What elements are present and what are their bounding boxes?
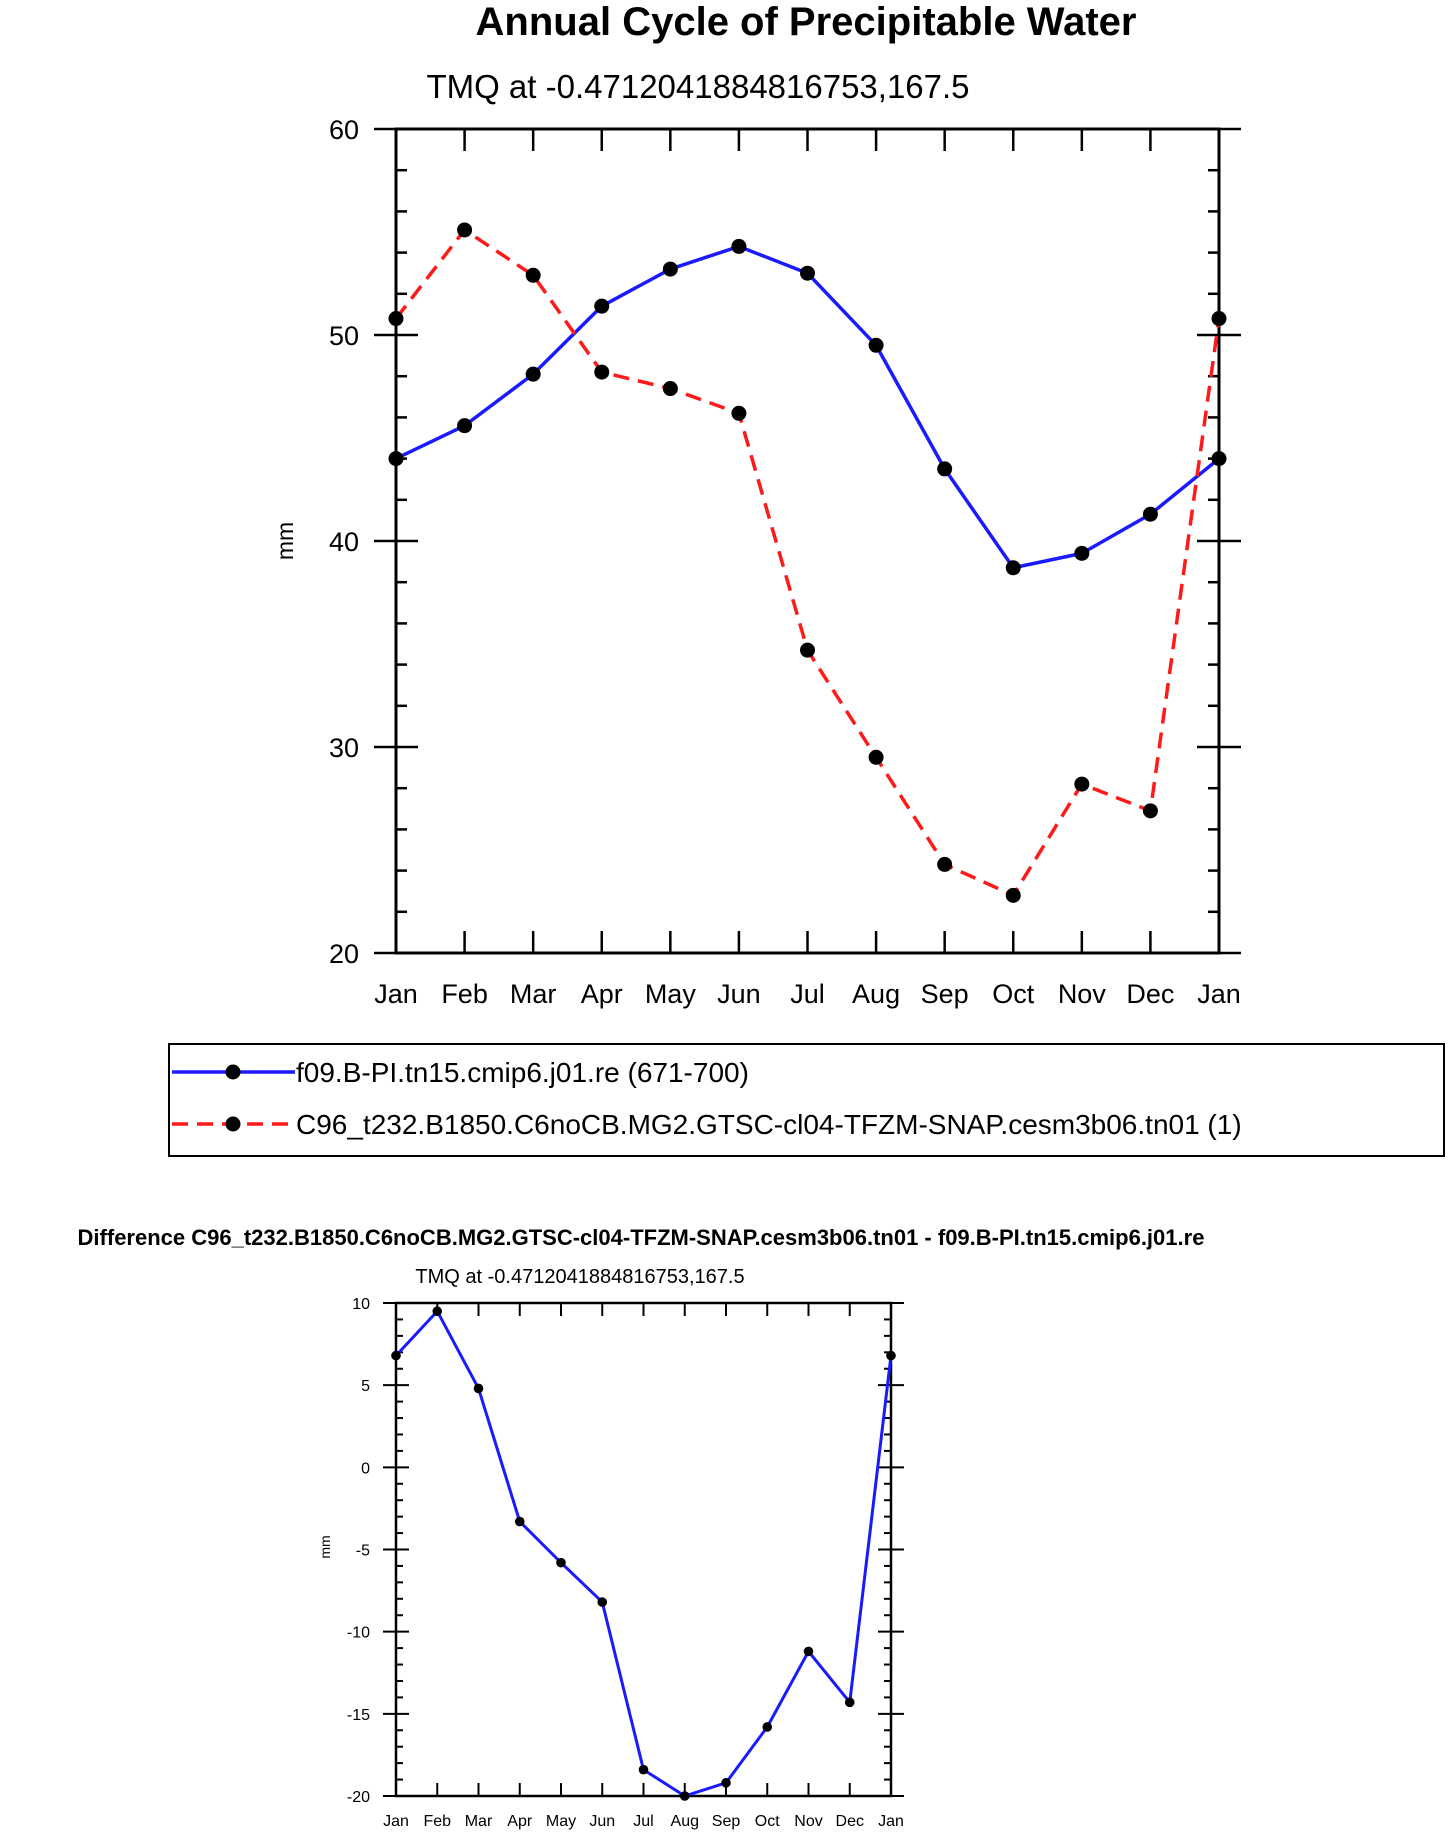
x-tick-label: Feb bbox=[423, 1813, 451, 1830]
y-tick-label: 40 bbox=[329, 527, 359, 557]
y-tick-label: 0 bbox=[361, 1460, 370, 1477]
data-point bbox=[473, 1383, 484, 1394]
x-tick-label: Dec bbox=[1126, 979, 1174, 1009]
chart-subtitle: TMQ at -0.4712041884816753,167.5 bbox=[426, 68, 969, 105]
data-point bbox=[679, 1791, 690, 1801]
x-tick-label: Mar bbox=[465, 1813, 493, 1830]
data-point bbox=[803, 1646, 814, 1657]
x-tick-label: Jun bbox=[717, 979, 761, 1009]
data-point bbox=[1211, 311, 1227, 327]
data-point bbox=[800, 265, 815, 281]
y-tick-label: 60 bbox=[329, 115, 359, 145]
data-point bbox=[525, 366, 541, 382]
data-point bbox=[514, 1516, 525, 1527]
x-tick-label: Jan bbox=[383, 1813, 409, 1830]
y-tick-label: -20 bbox=[347, 1789, 370, 1806]
diff-chart-subtitle: TMQ at -0.4712041884816753,167.5 bbox=[415, 1266, 744, 1288]
x-tick-label: Sep bbox=[712, 1813, 741, 1830]
series-line-0 bbox=[395, 244, 1221, 570]
diff-plot-area: Jan Feb Mar Apr May Jun Jul Aug Sep Oct Nov Dec Jan-… bbox=[347, 1296, 904, 1830]
data-point bbox=[868, 749, 884, 765]
data-point bbox=[731, 405, 747, 421]
data-point bbox=[525, 267, 541, 283]
x-tick-label: Dec bbox=[836, 1813, 864, 1830]
data-point bbox=[1211, 451, 1227, 467]
data-point bbox=[1142, 506, 1158, 522]
legend-label: f09.B-PI.tn15.cmip6.j01.re (671-700) bbox=[296, 1057, 749, 1088]
legend-label: C96_t232.B1850.C6noCB.MG2.GTSC-cl04-TFZM… bbox=[296, 1109, 1242, 1140]
data-point bbox=[800, 642, 815, 658]
data-point bbox=[388, 451, 404, 467]
y-tick-label: -10 bbox=[347, 1625, 370, 1642]
y-tick-label: 10 bbox=[352, 1296, 370, 1313]
diff-chart-title: Difference C96_t232.B1850.C6noCB.MG2.GTS… bbox=[78, 1225, 1205, 1250]
data-point bbox=[1005, 887, 1021, 903]
data-point bbox=[731, 238, 747, 254]
y-tick-label: 50 bbox=[329, 321, 359, 351]
data-point bbox=[638, 1764, 649, 1775]
data-point bbox=[594, 364, 610, 380]
x-tick-label: May bbox=[546, 1813, 576, 1830]
plot-frame bbox=[394, 1301, 893, 1798]
data-point bbox=[868, 337, 884, 353]
x-tick-label: Mar bbox=[510, 979, 557, 1009]
legend-entry-red: C96_t232.B1850.C6noCB.MG2.GTSC-cl04-TFZM… bbox=[172, 1109, 1242, 1140]
data-point bbox=[844, 1697, 855, 1708]
data-point bbox=[391, 1350, 401, 1361]
series-line-0 bbox=[394, 1309, 893, 1798]
legend: f09.B-PI.tn15.cmip6.j01.re (671-700) C96… bbox=[168, 1043, 1445, 1157]
data-point bbox=[594, 298, 610, 314]
x-tick-label: Jan bbox=[1197, 979, 1241, 1009]
data-point bbox=[457, 222, 473, 238]
x-tick-label: Nov bbox=[794, 1813, 822, 1830]
data-point bbox=[457, 418, 473, 434]
x-tick-label: Jul bbox=[633, 1813, 653, 1830]
y-tick-label: 30 bbox=[329, 733, 359, 763]
data-point bbox=[762, 1722, 773, 1732]
data-point bbox=[886, 1350, 896, 1361]
x-tick-label: Jul bbox=[790, 979, 825, 1009]
data-point bbox=[1074, 776, 1090, 792]
legend-swatch-marker bbox=[225, 1116, 241, 1132]
chart-title: Annual Cycle of Precipitable Water bbox=[476, 0, 1137, 44]
data-point bbox=[597, 1597, 608, 1607]
y-tick-label: 20 bbox=[329, 939, 359, 969]
diff-y-axis-label: mm bbox=[317, 1535, 333, 1558]
legend-box bbox=[168, 1043, 1445, 1157]
y-tick-label: -5 bbox=[356, 1543, 370, 1560]
data-point bbox=[662, 261, 678, 277]
data-point bbox=[721, 1778, 731, 1788]
data-point bbox=[388, 311, 404, 327]
data-point bbox=[937, 856, 953, 872]
data-point bbox=[1142, 803, 1158, 819]
data-point bbox=[556, 1557, 566, 1568]
x-tick-label: Aug bbox=[671, 1813, 699, 1830]
plot-frame bbox=[394, 127, 1221, 955]
data-point bbox=[662, 381, 678, 397]
x-tick-label: Oct bbox=[755, 1813, 780, 1830]
data-point bbox=[1005, 560, 1021, 576]
x-tick-label: Oct bbox=[992, 979, 1035, 1009]
x-tick-label: Apr bbox=[581, 979, 623, 1009]
y-tick-label: -15 bbox=[347, 1707, 370, 1724]
series-line-1 bbox=[394, 228, 1221, 898]
y-tick-label: 5 bbox=[361, 1378, 370, 1395]
legend-entry-blue: f09.B-PI.tn15.cmip6.j01.re (671-700) bbox=[172, 1057, 749, 1088]
legend-swatch-marker bbox=[225, 1064, 241, 1080]
x-tick-label: Jan bbox=[878, 1813, 904, 1830]
x-tick-label: May bbox=[645, 979, 697, 1009]
y-axis-label: mm bbox=[272, 522, 298, 560]
x-tick-label: Feb bbox=[441, 979, 488, 1009]
x-tick-label: Jun bbox=[589, 1813, 615, 1830]
x-tick-label: Nov bbox=[1058, 979, 1107, 1009]
x-tick-label: Apr bbox=[507, 1813, 533, 1830]
x-tick-label: Jan bbox=[374, 979, 418, 1009]
top-plot-area: Jan Feb Mar Apr May Jun Jul Aug Sep Oct Nov Dec Jan 2… bbox=[329, 115, 1241, 1009]
data-point bbox=[937, 461, 953, 477]
data-point bbox=[1074, 545, 1090, 561]
x-tick-label: Aug bbox=[852, 979, 900, 1009]
data-point bbox=[432, 1306, 443, 1317]
x-tick-label: Sep bbox=[921, 979, 969, 1009]
